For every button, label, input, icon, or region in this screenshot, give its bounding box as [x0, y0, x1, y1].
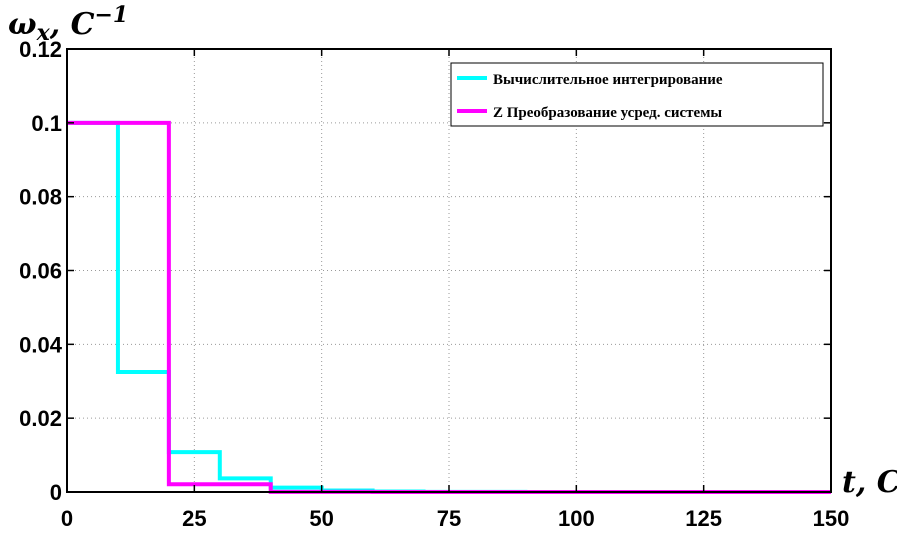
x-tick-label: 50: [309, 506, 333, 531]
y-tick-label: 0.06: [19, 259, 62, 284]
x-tick-label: 150: [813, 506, 850, 531]
y-tick-label: 0.12: [19, 37, 62, 62]
legend-label-1: Z Преобразование усред. системы: [493, 105, 722, 121]
y-tick-labels: 0 0.02 0.04 0.06 0.08 0.1 0.12: [19, 37, 63, 505]
y-tick-label: 0.04: [19, 332, 63, 357]
x-tick-label: 125: [685, 506, 722, 531]
legend-label-0: Вычислительное интегрирование: [493, 72, 723, 88]
y-tick-label: 0.02: [19, 406, 62, 431]
x-axis-label: t, C: [842, 465, 897, 500]
x-tick-label: 100: [558, 506, 595, 531]
y-tick-label: 0: [50, 480, 62, 505]
y-axis-label-symbol: ω: [8, 7, 37, 42]
legend-box: [450, 62, 824, 127]
x-tick-label: 75: [437, 506, 461, 531]
x-tick-label: 25: [182, 506, 206, 531]
legend: Вычислительное интегрирование Z Преобраз…: [450, 62, 824, 127]
y-axis-label-unit: , C: [49, 7, 95, 42]
x-tick-labels: 0 25 50 75 100 125 150: [61, 506, 849, 531]
y-axis-label-subscript: x: [36, 20, 51, 46]
y-axis-label: ωx, C−1: [8, 2, 128, 46]
axis-ticks: [66, 48, 832, 493]
y-tick-label: 0.1: [31, 111, 62, 136]
x-tick-label: 0: [61, 506, 73, 531]
y-tick-label: 0.08: [19, 185, 62, 210]
y-axis-label-superscript: −1: [94, 2, 128, 28]
